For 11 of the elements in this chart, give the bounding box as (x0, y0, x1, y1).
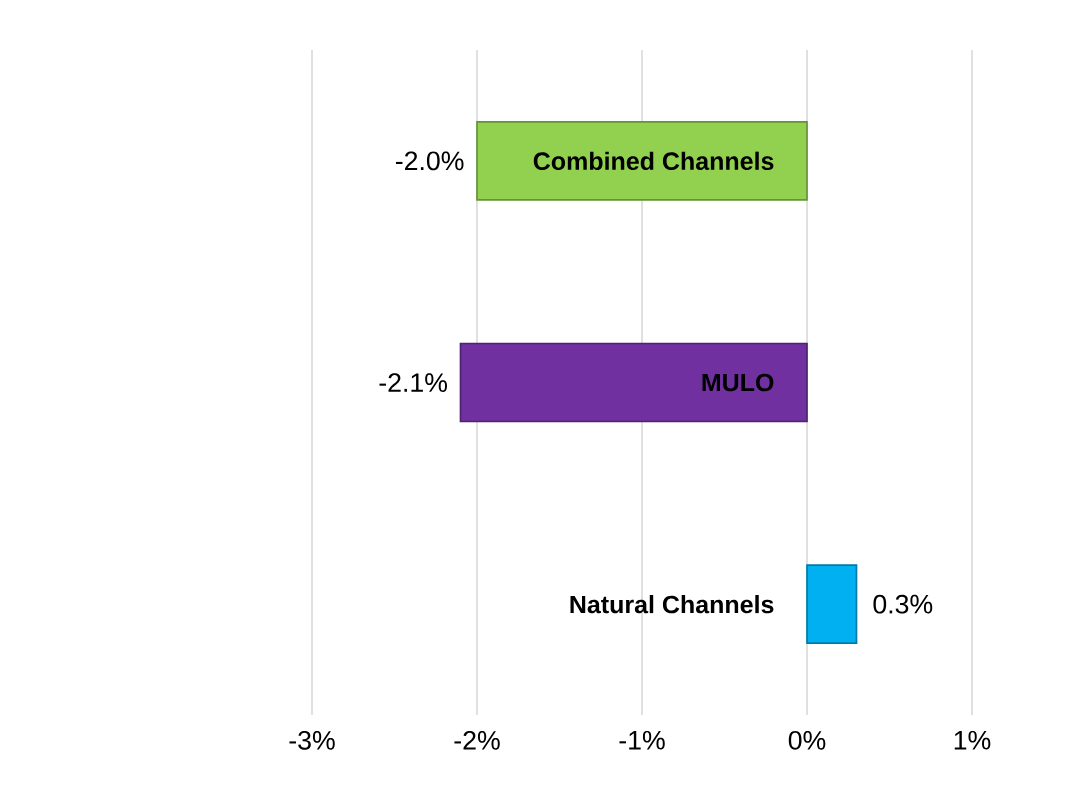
x-tick-label: -1% (619, 730, 665, 750)
data-label: -2.0% (395, 151, 464, 171)
y-tick-label: Natural Channels (570, 595, 774, 614)
y-tick-label: MULO (702, 373, 774, 392)
data-label: -2.1% (379, 373, 447, 392)
x-tick-label: 1% (954, 730, 991, 750)
x-tick-label: 0% (788, 730, 826, 750)
x-tick-label: -3% (289, 730, 335, 750)
y-tick-label: Combined Channels (533, 151, 774, 171)
x-tick-label: -2% (454, 730, 500, 750)
data-label: 0.3% (873, 594, 933, 614)
